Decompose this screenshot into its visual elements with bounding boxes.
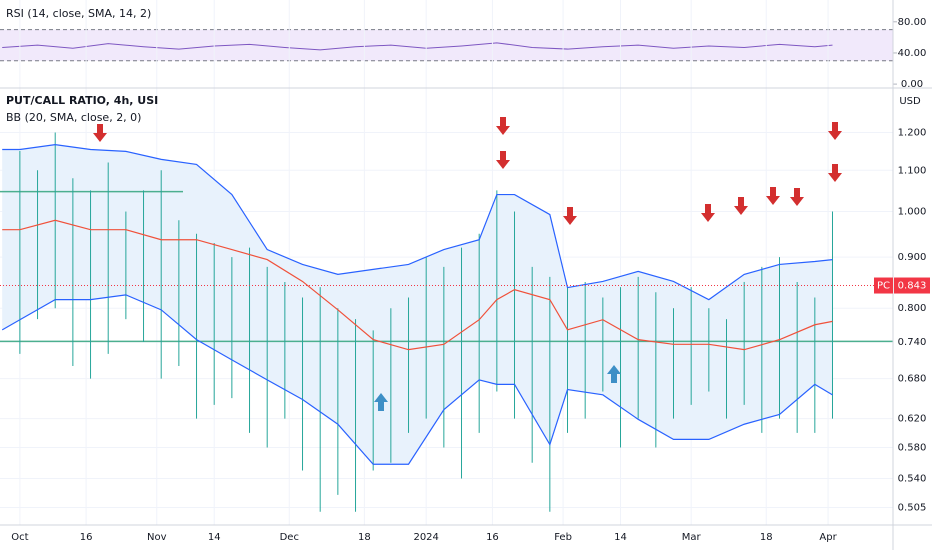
last-value-tag [874, 277, 893, 294]
chart-title: PUT/CALL RATIO, 4h, USI [6, 94, 158, 107]
down-arrow [790, 188, 804, 206]
x-tick-label: Feb [554, 532, 572, 543]
y-tick-label: 0.620 [898, 414, 927, 425]
band-fill [2, 144, 833, 465]
x-tick-label: 16 [80, 532, 93, 543]
currency: USD [899, 96, 921, 107]
x-tick-label: 14 [208, 532, 221, 543]
y-tick-label: 1.100 [898, 165, 927, 176]
price-pane [0, 0, 893, 525]
x-tick-label: Nov [147, 532, 167, 543]
y-tick-label: 1.000 [898, 207, 927, 218]
down-arrow [563, 207, 577, 225]
y-tick-label: 0.540 [898, 473, 927, 484]
x-tick-label: 2024 [413, 532, 438, 543]
down-arrow [496, 151, 510, 169]
down-arrow [828, 122, 842, 140]
last-value-label: 0.843 [898, 281, 927, 292]
band-lower [1, 294, 833, 465]
x-tick-label: 18 [760, 532, 773, 543]
down-arrow [93, 124, 107, 142]
down-arrow [734, 197, 748, 215]
down-arrow [701, 204, 715, 222]
band-upper [2, 144, 833, 301]
down-arrow [496, 117, 510, 135]
rsi-title: RSI (14, close, SMA, 14, 2) [6, 7, 151, 20]
y-tick-label: 0.800 [898, 303, 927, 314]
up-arrow [607, 365, 621, 383]
y-tick-label: 0.680 [898, 374, 927, 385]
y-tick-label: 0.580 [898, 443, 927, 454]
x-tick-label: Apr [819, 532, 837, 543]
rsi-pane [0, 21, 897, 85]
x-tick-label: 14 [614, 532, 627, 543]
indicator-label: BB (20, SMA, close, 2, 0) [6, 111, 141, 124]
y-tick-label: 0.900 [898, 252, 927, 263]
x-tick-label: Mar [682, 532, 702, 543]
x-tick-label: Oct [11, 532, 28, 543]
y-tick-label: 0.505 [898, 502, 927, 513]
rsi-band [0, 29, 893, 61]
up-arrow [374, 393, 388, 411]
down-arrow [828, 164, 842, 182]
y-tick-label: 1.200 [898, 128, 927, 139]
rsi-tick-label: 80.00 [898, 17, 927, 28]
last-value-box [894, 277, 930, 294]
x-tick-label: 16 [486, 532, 499, 543]
x-tick-label: 18 [358, 532, 371, 543]
last-value-name: PC [877, 281, 890, 292]
band-middle [2, 219, 833, 351]
down-arrow [766, 187, 780, 205]
rsi-tick-label: 0.00 [901, 79, 923, 90]
y-tick-label: 0.740 [898, 337, 927, 348]
x-tick-label: Dec [280, 532, 299, 543]
rsi-tick-label: 40.00 [898, 48, 927, 59]
